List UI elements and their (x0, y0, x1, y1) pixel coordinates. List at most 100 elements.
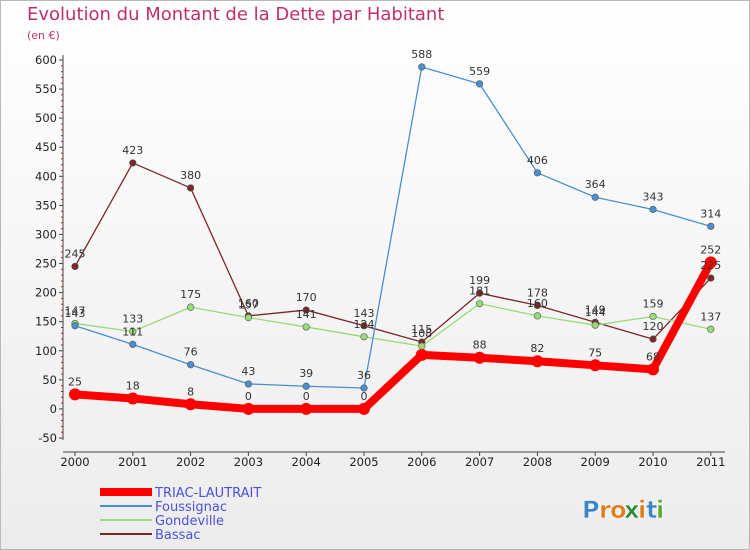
data-point (187, 303, 195, 311)
data-point (360, 333, 368, 341)
data-point (415, 348, 428, 361)
x-tick-label: 2009 (581, 455, 610, 469)
y-tick-label: 100 (35, 344, 57, 358)
data-label: 343 (643, 190, 664, 203)
y-tick-label: 0 (50, 402, 57, 416)
chart-subtitle: (en €) (27, 29, 60, 42)
x-tick-label: 2007 (465, 455, 494, 469)
x-tick-label: 2008 (523, 455, 552, 469)
data-label: 43 (241, 365, 255, 378)
y-tick-label: 450 (35, 140, 57, 154)
x-tick-label: 2004 (292, 455, 321, 469)
data-label: 120 (643, 320, 664, 333)
y-tick-label: 350 (35, 198, 57, 212)
data-point (476, 80, 484, 88)
data-point (71, 262, 79, 271)
data-label: 559 (469, 65, 490, 78)
data-point (69, 388, 81, 401)
data-label: 588 (411, 48, 432, 61)
y-tick-label: 400 (35, 169, 57, 183)
legend-label: Foussignac (155, 500, 227, 515)
data-label: 225 (700, 259, 721, 272)
data-point (242, 402, 255, 415)
data-point (71, 322, 79, 330)
data-point (533, 169, 542, 177)
data-point (533, 301, 542, 310)
data-label: 115 (411, 323, 432, 336)
x-tick-label: 2006 (407, 455, 436, 469)
data-point (126, 392, 139, 405)
data-point (244, 314, 252, 322)
data-point (707, 274, 715, 282)
data-label: 141 (296, 308, 317, 321)
data-label: 160 (238, 297, 259, 310)
y-tick-label: 500 (35, 111, 57, 125)
data-point (649, 312, 657, 321)
data-label: 82 (530, 342, 544, 355)
data-point (187, 361, 195, 369)
data-label: 147 (65, 304, 86, 317)
data-label: 178 (527, 286, 548, 299)
data-label: 170 (296, 291, 317, 304)
data-label: 144 (585, 306, 606, 319)
y-tick-label: 300 (35, 227, 57, 241)
data-point (302, 306, 310, 314)
series-line-triac-lautrait (71, 258, 715, 413)
data-point (244, 380, 252, 388)
data-point (707, 222, 715, 230)
data-label: 75 (588, 346, 602, 359)
x-tick-label: 2003 (234, 455, 263, 469)
y-tick-label: 200 (35, 286, 57, 300)
data-label: 88 (473, 339, 487, 352)
data-label: 133 (122, 313, 143, 326)
data-label: 111 (122, 325, 143, 338)
data-label: 181 (469, 285, 490, 298)
brand-letter: i (638, 496, 646, 524)
data-point (358, 402, 370, 415)
legend-label: TRIAC-LAUTRAIT (154, 486, 261, 501)
brand-letter: r (599, 496, 611, 524)
data-label: 137 (700, 310, 721, 323)
data-label: 0 (361, 390, 368, 403)
data-point (649, 205, 657, 214)
y-tick-label: 50 (42, 373, 57, 387)
data-point (589, 359, 602, 372)
data-point (418, 342, 426, 350)
chart-title: Evolution du Montant de la Dette par Hab… (27, 4, 445, 25)
y-tick-label: 550 (35, 82, 57, 96)
series-line-bassac (74, 162, 712, 343)
data-point (302, 323, 310, 331)
data-label: 143 (354, 307, 375, 320)
data-point (649, 335, 657, 343)
series-layer (69, 63, 717, 415)
data-label: 25 (68, 375, 82, 388)
data-point (302, 382, 310, 390)
data-label: 0 (245, 390, 252, 403)
data-label: 124 (354, 318, 375, 331)
data-point (187, 184, 195, 192)
data-point (533, 312, 542, 320)
data-label: 143 (65, 307, 86, 320)
data-label: 406 (527, 154, 548, 167)
data-label: 245 (65, 247, 86, 260)
brand-letter: i (656, 496, 664, 524)
data-point (476, 300, 484, 308)
data-point (418, 63, 426, 71)
data-label: 149 (585, 303, 606, 316)
data-point (129, 340, 137, 348)
brand-letter: t (646, 496, 657, 524)
data-point (531, 355, 544, 368)
series-line-gondeville (74, 303, 712, 347)
brand-letter: o (610, 496, 627, 524)
data-point (476, 289, 484, 297)
data-point (184, 398, 197, 411)
data-point (704, 256, 717, 269)
data-label: 252 (700, 243, 721, 256)
x-tick-label: 2005 (349, 455, 378, 469)
data-labels: 25 18 8 0 0 0 88 82 75 68 252 143 111 76 43 39 36 588 559 4… (65, 48, 722, 403)
x-tick-label: 2000 (60, 455, 89, 469)
data-label: 159 (643, 297, 664, 310)
data-point (591, 321, 599, 329)
